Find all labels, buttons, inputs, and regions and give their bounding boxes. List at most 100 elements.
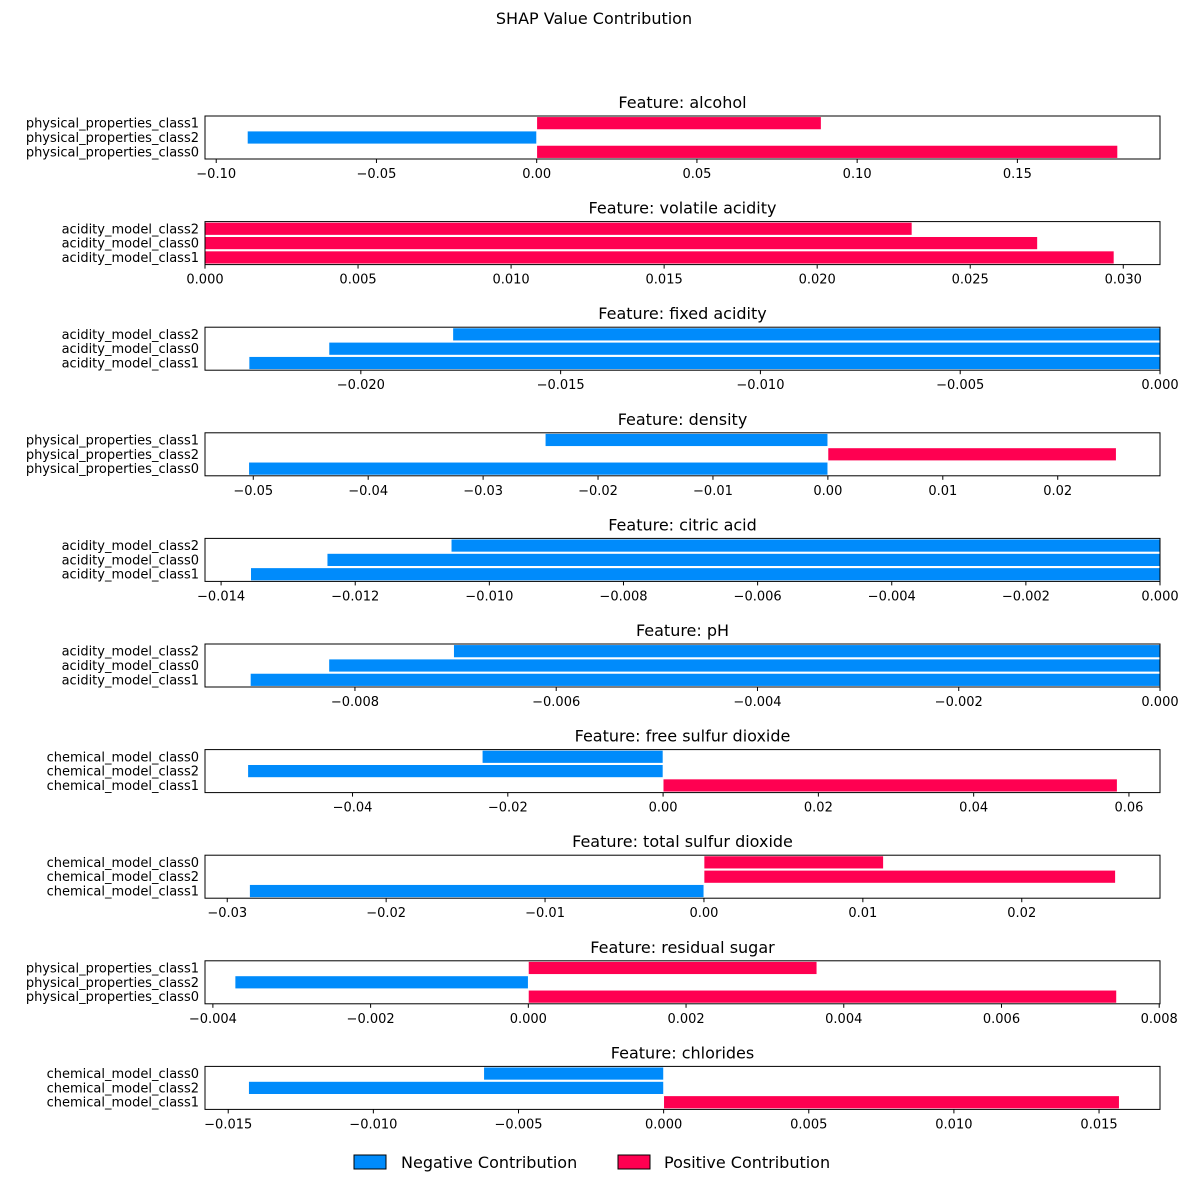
axes-frame [204,326,1161,371]
axes-frame [204,854,1161,899]
x-tick-label: −0.02 [366,906,406,921]
category-label: acidity_model_class2 [62,645,199,660]
category-label: acidity_model_class0 [62,342,199,357]
x-tick-label: −0.04 [348,484,388,499]
panel-title: Feature: free sulfur dioxide [575,727,791,746]
panel-title: Feature: pH [636,621,729,640]
bar [328,341,1161,356]
bar [536,144,1119,159]
panel-title: Feature: citric acid [608,515,757,534]
legend-label-negative: Negative Contribution [401,1153,577,1172]
category-label: chemical_model_class1 [47,1096,199,1111]
panel-1: Feature: volatile acidity acidity_model_c… [62,199,1161,288]
x-tick-label: −0.002 [935,695,983,710]
panel-3: Feature: density physical_properties_clas… [26,410,1161,499]
bar [662,778,1118,793]
x-tick-label: 0.05 [682,167,711,182]
x-tick-label: 0.000 [645,1117,682,1132]
category-label: physical_properties_class0 [26,145,199,160]
category-label: chemical_model_class0 [47,856,199,871]
bar [248,356,1161,370]
x-tick-label: 0.030 [1105,273,1142,288]
category-label: physical_properties_class1 [26,433,199,448]
bar [453,644,1161,659]
category-label: chemical_model_class1 [47,779,199,794]
x-tick-label: 0.002 [667,1012,704,1027]
x-tick-label: −0.006 [532,695,580,710]
x-tick-label: 0.005 [790,1117,827,1132]
x-tick-label: 0.015 [646,273,683,288]
x-tick-label: −0.014 [197,589,245,604]
figure-title: SHAP Value Contribution [496,9,692,28]
axes-frame [204,960,1161,1005]
x-tick-label: 0.000 [186,273,223,288]
category-label: chemical_model_class2 [47,765,199,780]
panel-7: Feature: total sulfur dioxide chemical_mo… [47,832,1161,921]
x-tick-label: −0.04 [333,801,373,816]
axes-frame [204,1065,1161,1110]
x-tick-label: −0.005 [494,1117,542,1132]
panel-9: Feature: chlorides chemical_model_class0c… [47,1043,1161,1132]
x-tick-label: −0.05 [357,167,397,182]
bar [328,658,1161,673]
x-tick-label: −0.005 [936,378,984,393]
bar [527,961,818,975]
x-tick-label: 0.15 [1003,167,1032,182]
x-tick-label: 0.020 [799,273,836,288]
chart-panels: Feature: alcohol physical_properties_clas… [26,93,1179,1132]
x-tick-label: 0.010 [935,1117,972,1132]
x-tick-label: −0.02 [488,801,528,816]
category-label: physical_properties_class2 [26,131,199,146]
x-tick-label: −0.01 [525,906,565,921]
x-tick-label: 0.000 [510,1012,547,1027]
bar [247,764,664,778]
x-tick-label: −0.05 [233,484,273,499]
axes-frame [204,643,1161,688]
x-tick-label: −0.002 [1002,589,1050,604]
bar [544,433,829,447]
panel-2: Feature: fixed acidity acidity_model_clas… [62,304,1179,393]
bar [663,1095,1120,1110]
bar [250,567,1161,582]
category-label: acidity_model_class1 [62,251,199,266]
panel-5: Feature: pH acidity_model_class2 acidity_m… [62,621,1179,710]
panel-title: Feature: density [618,410,748,429]
x-tick-label: −0.015 [537,378,585,393]
axes-frame [204,221,1161,266]
x-tick-label: 0.015 [1080,1117,1117,1132]
bar [326,553,1161,567]
x-tick-label: −0.015 [204,1117,252,1132]
bar [481,749,664,764]
x-tick-label: 0.01 [928,484,957,499]
bar [246,130,538,145]
category-label: physical_properties_class1 [26,117,199,132]
category-label: chemical_model_class2 [47,1081,199,1096]
x-tick-label: −0.002 [347,1012,395,1027]
x-tick-label: −0.006 [734,589,782,604]
x-tick-label: 0.04 [959,801,988,816]
panel-0: Feature: alcohol physical_properties_clas… [26,93,1161,182]
category-label: physical_properties_class2 [26,448,199,463]
bar [452,327,1161,342]
x-tick-label: −0.03 [207,906,247,921]
x-tick-label: 0.02 [1007,906,1036,921]
legend-swatch-positive [617,1154,651,1170]
category-label: physical_properties_class0 [26,990,199,1005]
x-tick-label: −0.008 [599,589,647,604]
panel-title: Feature: chlorides [611,1043,754,1062]
x-tick-label: −0.020 [337,378,385,393]
legend-swatch-negative [353,1154,387,1170]
bar [249,884,705,898]
category-label: acidity_model_class1 [62,673,199,688]
panel-title: Feature: residual sugar [590,938,775,957]
x-tick-label: 0.10 [843,167,872,182]
category-label: chemical_model_class1 [47,885,199,900]
category-label: physical_properties_class2 [26,976,199,991]
axes-frame [204,115,1161,160]
bar [483,1066,665,1081]
bar [234,975,529,990]
bar [536,116,822,131]
category-label: chemical_model_class2 [47,870,199,885]
bar [248,461,829,476]
